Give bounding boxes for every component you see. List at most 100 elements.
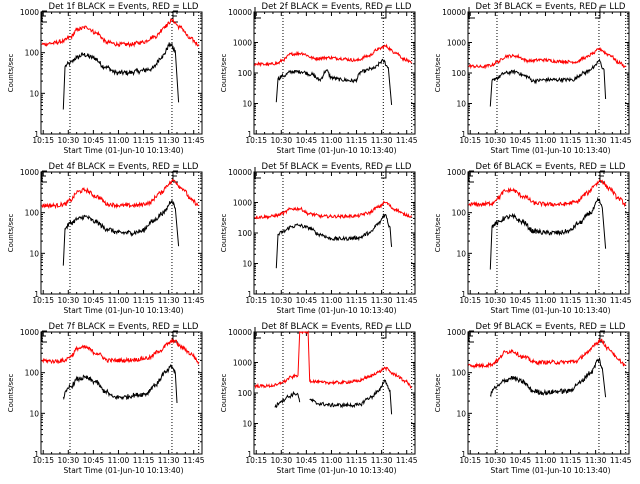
y-axis-label: Counts/sec [434, 374, 442, 413]
chart-title: Det 8f BLACK = Events, RED = LLD [262, 322, 412, 332]
events-series-line [275, 58, 393, 105]
y-tick-label: 10 [456, 249, 466, 258]
x-tick-label: 11:45 [396, 136, 418, 145]
detector-panel-2: Det 2f BLACK = Events, RED = LLD 1 10 100 10… [213, 0, 426, 160]
e-marker-glyph [599, 330, 605, 343]
plot-frame [467, 11, 630, 135]
e-marker-glyph [41, 10, 47, 23]
plot-frame [467, 331, 630, 455]
chart-svg: Det 2f BLACK = Events, RED = LLD 1 10 100 10… [220, 2, 418, 155]
lld-series-line [41, 178, 199, 210]
x-tick-label: 10:15 [459, 456, 481, 465]
y-tick-label: 1000 [447, 328, 466, 337]
x-tick-label: 10:15 [245, 136, 267, 145]
events-series-line [62, 198, 180, 266]
detector-panel-3: Det 3f BLACK = Events, RED = LLD 1 10 100 10… [427, 0, 640, 160]
x-tick-label: 10:15 [245, 296, 267, 305]
events-series-line [489, 58, 607, 107]
plot-frame [40, 171, 203, 295]
x-axis-label: Start Time (01-Jun-10 10:13:40) [277, 146, 397, 155]
detector-panel-4: Det 4f BLACK = Events, RED = LLD 1 10 100 10… [0, 160, 213, 320]
y-tick-label: 1000 [233, 199, 252, 208]
y-tick-label: 10 [29, 249, 39, 258]
y-tick-label: 10 [29, 409, 39, 418]
lld-series-line [468, 179, 627, 208]
chart-svg: Det 4f BLACK = Events, RED = LLD 1 10 100 10… [7, 162, 205, 315]
x-tick-label: 11:45 [183, 296, 205, 305]
x-axis-label: Start Time (01-Jun-10 10:13:40) [491, 146, 611, 155]
l-marker-glyph [380, 326, 388, 339]
y-tick-label: 1000 [20, 168, 39, 177]
y-tick-label: 10000 [228, 328, 252, 337]
x-tick-label: 11:00 [535, 296, 557, 305]
chart-svg: Det 6f BLACK = Events, RED = LLD 1 10 100 10… [434, 162, 632, 315]
x-tick-label: 10:30 [270, 296, 292, 305]
events-series-line [62, 42, 180, 110]
x-tick-label: 11:15 [560, 136, 582, 145]
y-tick-label: 1 [461, 130, 466, 139]
x-tick-label: 11:45 [396, 296, 418, 305]
y-tick-label: 10000 [442, 8, 466, 17]
lld-series-line [41, 18, 200, 49]
x-tick-label: 10:45 [83, 136, 105, 145]
x-tick-label: 10:45 [510, 456, 532, 465]
x-tick-label: 11:00 [321, 136, 343, 145]
events-series-line [489, 196, 607, 270]
x-axis-label: Start Time (01-Jun-10 10:13:40) [277, 306, 397, 315]
x-tick-label: 10:45 [296, 136, 318, 145]
y-tick-label: 10 [242, 100, 252, 109]
chart-svg: Det 8f BLACK = Events, RED = LLD 1 10 100 10… [220, 322, 418, 475]
x-tick-label: 10:45 [510, 296, 532, 305]
l-marker-glyph [254, 327, 261, 339]
y-axis-label: Counts/sec [220, 214, 228, 253]
y-axis-label: Counts/sec [434, 54, 442, 93]
x-tick-label: 11:15 [346, 456, 368, 465]
y-tick-label: 1000 [447, 168, 466, 177]
y-tick-label: 100 [25, 369, 40, 378]
y-tick-label: 100 [238, 389, 253, 398]
chart-title: Det 2f BLACK = Events, RED = LLD [262, 2, 412, 12]
chart-title: Det 6f BLACK = Events, RED = LLD [476, 162, 626, 172]
x-tick-label: 10:30 [270, 456, 292, 465]
y-tick-label: 10 [242, 420, 252, 429]
x-tick-label: 11:45 [396, 456, 418, 465]
detector-panel-7: Det 7f BLACK = Events, RED = LLD 1 10 100 10… [0, 320, 213, 480]
detector-panel-9: Det 9f BLACK = Events, RED = LLD 1 10 100 10… [427, 320, 640, 480]
x-tick-label: 11:15 [346, 136, 368, 145]
x-tick-label: 10:30 [270, 136, 292, 145]
x-tick-label: 11:00 [321, 296, 343, 305]
x-tick-label: 10:15 [245, 456, 267, 465]
y-tick-label: 10 [456, 409, 466, 418]
chart-svg: Det 1f BLACK = Events, RED = LLD 1 10 100 10… [7, 2, 205, 155]
y-tick-label: 1000 [233, 359, 252, 368]
x-tick-label: 11:00 [108, 136, 130, 145]
detector-panel-6: Det 6f BLACK = Events, RED = LLD 1 10 100 10… [427, 160, 640, 320]
x-axis-label: Start Time (01-Jun-10 10:13:40) [64, 466, 184, 475]
e-marker-glyph [172, 170, 178, 183]
x-tick-label: 11:30 [585, 296, 607, 305]
chart-svg: Det 7f BLACK = Events, RED = LLD 1 10 100 10… [7, 322, 205, 475]
chart-title: Det 4f BLACK = Events, RED = LLD [49, 162, 199, 172]
x-tick-label: 10:15 [32, 136, 54, 145]
x-tick-label: 10:15 [459, 136, 481, 145]
x-tick-label: 10:30 [484, 456, 506, 465]
plot-frame [40, 11, 203, 135]
lld-series-line [468, 338, 627, 370]
detector-panel-5: Det 5f BLACK = Events, RED = LLD 1 10 100 10… [213, 160, 426, 320]
y-tick-label: 1 [34, 290, 39, 299]
l-marker-glyph [468, 7, 475, 19]
l-marker-glyph [380, 166, 388, 179]
x-tick-label: 11:30 [158, 456, 180, 465]
e-marker-glyph [468, 170, 474, 183]
x-tick-label: 10:30 [484, 136, 506, 145]
chart-svg: Det 3f BLACK = Events, RED = LLD 1 10 100 10… [434, 2, 632, 155]
y-tick-label: 1 [461, 450, 466, 459]
x-tick-label: 11:30 [158, 296, 180, 305]
events-series-line [62, 363, 178, 404]
y-tick-label: 1000 [20, 8, 39, 17]
chart-title: Det 1f BLACK = Events, RED = LLD [49, 2, 199, 12]
x-tick-label: 10:15 [32, 456, 54, 465]
x-tick-label: 11:45 [610, 456, 632, 465]
y-tick-label: 100 [238, 229, 253, 238]
x-tick-label: 11:30 [371, 296, 393, 305]
